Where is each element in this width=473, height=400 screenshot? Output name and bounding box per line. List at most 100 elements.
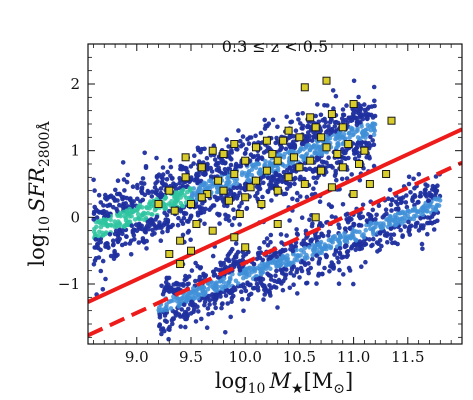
field-point bbox=[179, 189, 185, 195]
x-tick-label: 11.5 bbox=[391, 348, 424, 366]
field-point bbox=[91, 262, 97, 267]
field-point bbox=[269, 198, 274, 203]
field-point bbox=[149, 194, 155, 199]
x-axis-title-unit: [M bbox=[304, 369, 334, 393]
field-point bbox=[268, 239, 273, 245]
field-point bbox=[261, 150, 267, 155]
field-point bbox=[425, 231, 430, 237]
field-point bbox=[290, 196, 295, 202]
field-point bbox=[340, 119, 346, 124]
field-point bbox=[432, 196, 438, 202]
field-point bbox=[167, 157, 173, 163]
field-point bbox=[128, 238, 134, 244]
field-point bbox=[181, 294, 187, 300]
field-point bbox=[344, 147, 349, 153]
highlight-square-point bbox=[257, 200, 266, 208]
field-point bbox=[245, 172, 251, 178]
field-point bbox=[358, 113, 363, 118]
field-point bbox=[212, 157, 218, 162]
field-point bbox=[404, 204, 410, 210]
field-point bbox=[316, 235, 322, 240]
field-point bbox=[284, 114, 290, 120]
field-point bbox=[322, 103, 327, 108]
field-point bbox=[219, 305, 224, 311]
field-point bbox=[339, 176, 345, 182]
field-point bbox=[204, 155, 210, 161]
field-point bbox=[244, 147, 249, 152]
field-point bbox=[264, 236, 270, 241]
field-point bbox=[326, 233, 331, 238]
field-point bbox=[415, 220, 420, 226]
field-point bbox=[368, 127, 374, 133]
field-point bbox=[336, 259, 341, 265]
field-point bbox=[223, 293, 229, 298]
field-point bbox=[217, 212, 222, 217]
field-point bbox=[324, 253, 330, 259]
field-point bbox=[268, 266, 273, 272]
field-point bbox=[195, 189, 200, 194]
field-point bbox=[307, 133, 312, 139]
field-point bbox=[242, 185, 247, 190]
field-point bbox=[331, 266, 336, 271]
field-point bbox=[195, 179, 200, 185]
field-point bbox=[297, 275, 302, 280]
field-point bbox=[100, 287, 106, 292]
field-point bbox=[162, 318, 168, 324]
field-point bbox=[361, 235, 367, 240]
field-point bbox=[356, 94, 361, 100]
field-point bbox=[365, 106, 371, 111]
field-point bbox=[124, 234, 129, 239]
field-point bbox=[360, 202, 366, 208]
field-point bbox=[205, 185, 211, 191]
field-point bbox=[171, 287, 177, 293]
field-point bbox=[214, 292, 220, 298]
field-point bbox=[371, 132, 377, 137]
field-point bbox=[373, 224, 378, 230]
field-point bbox=[214, 167, 220, 173]
field-point bbox=[186, 228, 192, 234]
highlight-square-point bbox=[187, 246, 195, 255]
field-point bbox=[291, 273, 297, 278]
field-point bbox=[294, 247, 299, 253]
field-point bbox=[304, 167, 309, 172]
field-point bbox=[268, 232, 274, 238]
field-point bbox=[319, 151, 325, 157]
field-point bbox=[257, 255, 263, 261]
field-point bbox=[263, 289, 269, 294]
field-point bbox=[351, 78, 357, 84]
field-point bbox=[260, 156, 265, 162]
field-point bbox=[400, 234, 405, 239]
field-point bbox=[334, 160, 340, 166]
field-point bbox=[229, 148, 234, 153]
highlight-square-point bbox=[333, 150, 342, 158]
field-point bbox=[310, 256, 315, 262]
field-point bbox=[366, 211, 371, 217]
field-point bbox=[292, 181, 297, 187]
field-point bbox=[292, 142, 297, 147]
field-point bbox=[244, 205, 250, 211]
field-point bbox=[360, 116, 366, 122]
field-point bbox=[98, 268, 104, 274]
field-point bbox=[214, 189, 220, 195]
field-point bbox=[337, 240, 343, 245]
field-point bbox=[111, 256, 117, 262]
field-point bbox=[385, 240, 390, 245]
field-point bbox=[219, 301, 225, 307]
field-point bbox=[412, 193, 418, 198]
y-tick-label: −1 bbox=[58, 275, 80, 293]
field-point bbox=[246, 141, 252, 146]
field-point bbox=[270, 117, 276, 123]
field-point bbox=[311, 246, 317, 251]
field-point bbox=[122, 188, 127, 193]
field-point bbox=[270, 174, 276, 179]
field-point bbox=[314, 281, 319, 286]
field-point bbox=[305, 124, 310, 130]
field-point bbox=[252, 154, 257, 159]
highlight-square-point bbox=[327, 183, 336, 192]
field-point bbox=[413, 224, 418, 229]
field-point bbox=[304, 235, 309, 240]
field-point bbox=[201, 292, 207, 298]
highlight-square-point bbox=[295, 133, 304, 142]
field-point bbox=[285, 256, 291, 262]
